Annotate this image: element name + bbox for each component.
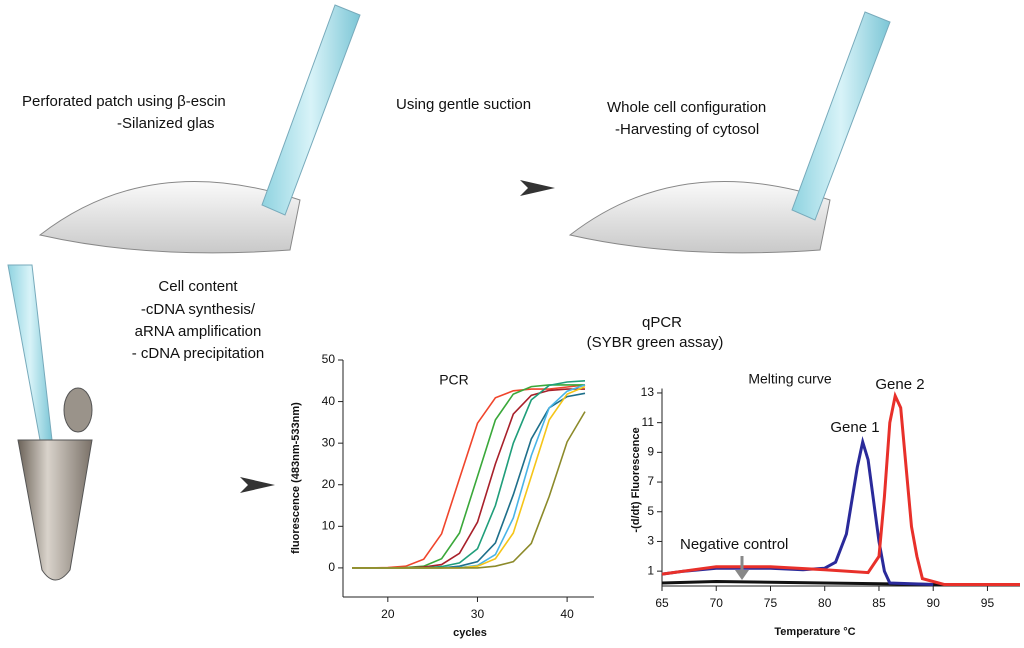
chart-title: Melting curve bbox=[748, 371, 831, 387]
line-series bbox=[352, 384, 586, 569]
x-axis-label: Temperature °C bbox=[774, 626, 855, 638]
step-text: Perforated patch using β-escin bbox=[22, 93, 226, 110]
chart-title: PCR bbox=[439, 372, 469, 388]
y-tick-label: 9 bbox=[647, 445, 654, 459]
series-label: Negative control bbox=[680, 536, 788, 553]
x-tick-label: 85 bbox=[872, 596, 886, 610]
line-series bbox=[352, 380, 586, 569]
line-series bbox=[352, 411, 586, 569]
step-text: -Harvesting of cytosol bbox=[615, 121, 759, 138]
y-axis-label: -(d/dt) Fluorescence bbox=[630, 427, 642, 532]
pipette-1 bbox=[261, 4, 361, 216]
x-tick-label: 65 bbox=[655, 596, 669, 610]
line-series bbox=[661, 391, 1020, 586]
y-tick-label: 10 bbox=[322, 518, 336, 532]
line-series bbox=[352, 384, 586, 569]
y-tick-label: 20 bbox=[322, 477, 336, 491]
x-tick-label: 20 bbox=[381, 607, 395, 621]
tube-lid bbox=[63, 387, 93, 433]
tube bbox=[17, 439, 93, 581]
y-axis-label: fluorescence (483nm-533nm) bbox=[290, 402, 302, 554]
step-text: - cDNA precipitation bbox=[132, 345, 265, 362]
step-text: qPCR bbox=[642, 314, 682, 331]
step-text: aRNA amplification bbox=[135, 323, 262, 340]
y-tick-label: 30 bbox=[322, 435, 336, 449]
step-text: Whole cell configuration bbox=[607, 99, 766, 116]
x-tick-label: 90 bbox=[927, 596, 941, 610]
series-label: Gene 2 bbox=[875, 376, 924, 393]
y-tick-label: 1 bbox=[647, 563, 654, 577]
x-tick-label: 75 bbox=[764, 596, 778, 610]
line-series bbox=[352, 388, 585, 569]
series-label: Gene 1 bbox=[830, 419, 879, 436]
illustrations bbox=[7, 4, 891, 581]
arrowhead-2 bbox=[240, 477, 275, 493]
y-tick-label: 11 bbox=[642, 415, 655, 429]
line-series bbox=[352, 384, 585, 569]
x-tick-label: 95 bbox=[981, 596, 995, 610]
step-text: Using gentle suction bbox=[396, 96, 531, 113]
step-text: Cell content bbox=[158, 278, 238, 295]
step-text: -Silanized glas bbox=[117, 115, 215, 132]
y-tick-label: 0 bbox=[328, 560, 335, 574]
x-tick-label: 80 bbox=[818, 596, 832, 610]
y-tick-label: 50 bbox=[322, 352, 336, 366]
step-text: -cDNA synthesis/ bbox=[141, 301, 256, 318]
x-tick-label: 30 bbox=[471, 607, 485, 621]
y-tick-label: 40 bbox=[322, 394, 336, 408]
line-series bbox=[661, 436, 934, 586]
y-tick-label: 13 bbox=[641, 385, 655, 399]
line-series bbox=[352, 385, 586, 569]
x-tick-label: 70 bbox=[710, 596, 724, 610]
y-tick-label: 3 bbox=[647, 534, 654, 548]
pipette-2 bbox=[791, 11, 891, 221]
step-text: (SYBR green assay) bbox=[587, 334, 724, 351]
x-axis-label: cycles bbox=[453, 627, 487, 639]
cell-2 bbox=[568, 181, 831, 254]
pipette-3 bbox=[7, 264, 53, 441]
y-tick-label: 7 bbox=[647, 474, 654, 488]
y-tick-label: 5 bbox=[647, 504, 654, 518]
arrowhead-1 bbox=[520, 180, 555, 196]
pointer-head bbox=[735, 570, 749, 580]
x-tick-label: 40 bbox=[560, 607, 574, 621]
cell-1 bbox=[38, 181, 301, 254]
